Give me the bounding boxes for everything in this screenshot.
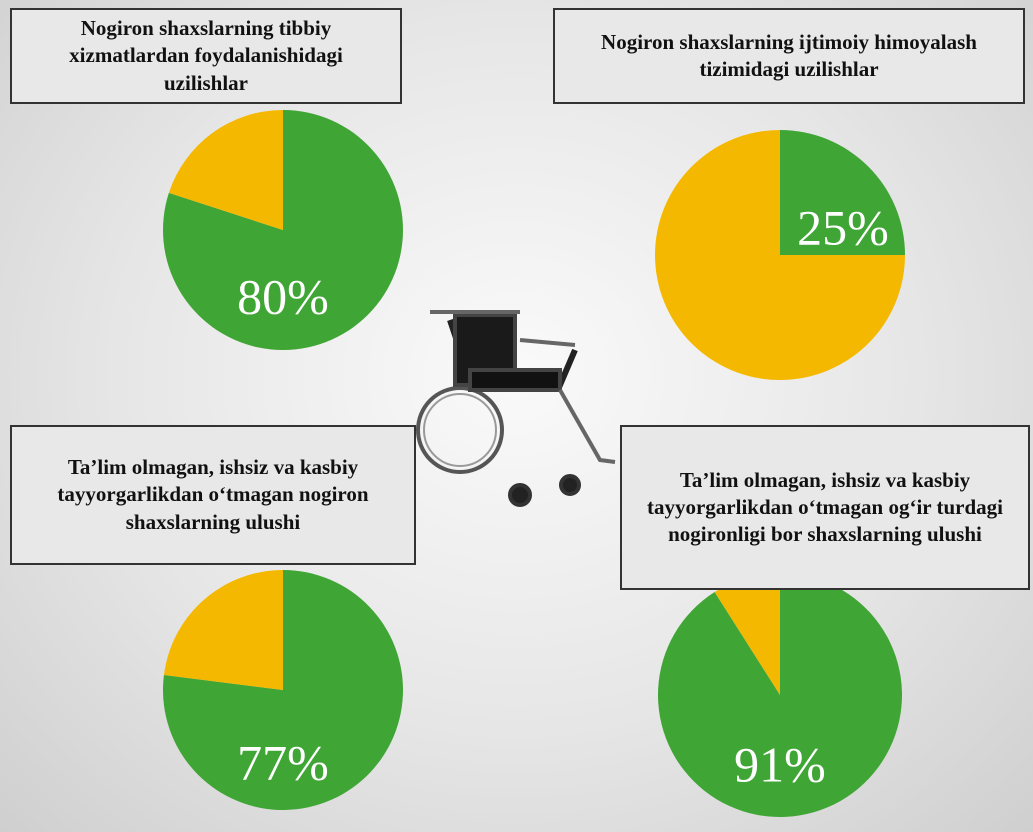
wheelchair [418,312,615,505]
chart-title: Nogiron shaxslarning tibbiy xizmatlardan… [10,8,402,104]
data-label: 25% [797,199,889,255]
data-label: 91% [734,736,826,792]
pie-slice [164,570,283,690]
chart-title: Nogiron shaxslarning ijtimoiy himoyalash… [553,8,1025,104]
data-label: 77% [237,734,329,790]
infographic: 80% 25% 77% 91% Nogiron shaxslarning tibbiy… [0,0,1033,832]
chart-title: Ta’lim olmagan, ishsiz va kasbiy tayyorg… [10,425,416,565]
chart-title: Ta’lim olmagan, ishsiz va kasbiy tayyorg… [620,425,1030,590]
data-label: 80% [237,268,329,324]
charts: 80% 25% 77% 91% [0,0,1033,832]
